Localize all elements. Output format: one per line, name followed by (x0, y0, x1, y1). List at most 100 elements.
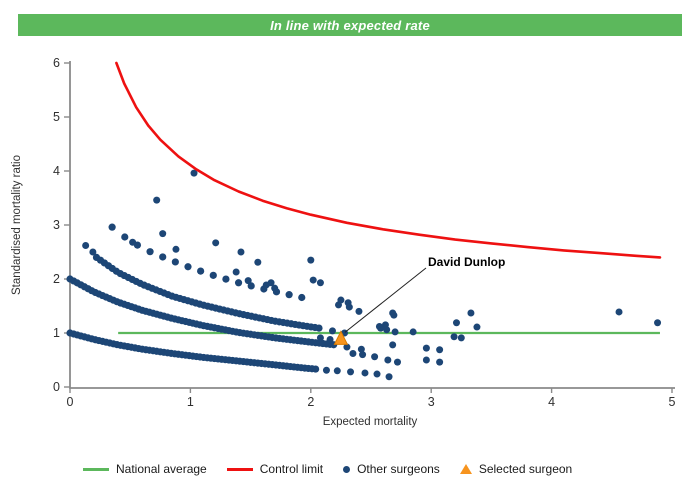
surgeon-dot (373, 370, 381, 378)
surgeon-dot (307, 256, 315, 264)
surgeon-dot (371, 353, 379, 361)
surgeon-dot (357, 345, 365, 353)
surgeon-dot-icon (343, 465, 351, 473)
surgeon-dot (222, 275, 230, 283)
surgeon-dot (422, 344, 430, 352)
y-tick-label: 5 (53, 110, 60, 124)
surgeon-dot (309, 276, 317, 284)
surgeon-dot (234, 279, 243, 287)
surgeon-dot (452, 319, 460, 327)
status-banner: In line with expected rate (18, 14, 682, 36)
surgeon-dot (232, 268, 240, 276)
surgeon-dot (267, 279, 275, 287)
surgeon-dot (422, 356, 430, 364)
surgeon-dot (436, 358, 444, 366)
x-tick-label: 5 (669, 395, 676, 409)
surgeon-dot (129, 238, 137, 246)
national-average-line-icon (83, 467, 109, 471)
selected-surgeon-annotation: David Dunlop (428, 255, 506, 269)
surgeon-dot (108, 223, 116, 231)
selected-surgeon-marker (333, 330, 349, 345)
legend-label: National average (116, 462, 207, 476)
surgeon-dot (190, 169, 198, 177)
x-tick-label: 4 (548, 395, 555, 409)
surgeon-dot (271, 284, 279, 292)
surgeon-dot (457, 334, 465, 342)
surgeon-dot (326, 335, 334, 343)
surgeon-dot (349, 350, 357, 358)
control-limit-line-icon (226, 467, 253, 471)
surgeon-dot (171, 258, 179, 266)
surgeon-dot (343, 343, 351, 351)
surgeon-dot (333, 367, 341, 375)
y-tick-label: 2 (53, 272, 60, 286)
y-tick-label: 6 (53, 56, 60, 70)
surgeon-dot (393, 358, 401, 366)
surgeon-dot (328, 327, 336, 335)
surgeon-dot (384, 356, 392, 364)
surgeon-dot (473, 323, 481, 331)
surgeon-dot (389, 341, 397, 349)
surgeon-dot (409, 328, 417, 336)
surgeon-dot (383, 326, 391, 334)
surgeon-dot (82, 242, 90, 250)
surgeon-dot (316, 334, 324, 342)
legend-item-other-surgeons: Other surgeons (343, 462, 440, 476)
legend-label: Control limit (259, 462, 324, 476)
surgeon-dot (237, 248, 245, 256)
annotation-leader-line (344, 267, 427, 333)
surgeon-dot (312, 365, 320, 373)
surgeon-dot (322, 366, 330, 374)
x-tick-label: 2 (307, 395, 314, 409)
x-tick-label: 1 (187, 395, 194, 409)
surgeon-dot (467, 309, 475, 317)
legend-item-national-average: National average (83, 462, 207, 476)
control-limit-curve (115, 61, 662, 259)
x-tick-label: 0 (67, 395, 74, 409)
surgeon-dot (361, 369, 369, 377)
surgeon-dot (316, 279, 324, 287)
surgeon-dot (184, 263, 192, 271)
surgeon-dot (285, 291, 293, 299)
y-tick-label: 1 (53, 326, 60, 340)
legend-item-control-limit: Control limit (226, 462, 324, 476)
surgeon-dot (391, 328, 399, 336)
surgeon-dot (244, 277, 252, 285)
surgeon-dot (390, 311, 398, 319)
surgeon-dot (298, 293, 306, 302)
surgeon-dot (359, 351, 367, 359)
surgeon-dot (254, 258, 262, 266)
surgeon-dot (615, 308, 623, 316)
legend-label: Selected surgeon (478, 462, 573, 476)
surgeon-dot (436, 346, 444, 354)
surgeon-dot (197, 267, 205, 275)
surgeon-dot (172, 245, 180, 253)
y-tick-label: 0 (53, 380, 60, 394)
surgeon-dot (153, 196, 161, 204)
surgeon-dot (89, 248, 97, 256)
surgeon-dot (159, 230, 167, 238)
y-axis-title: Standardised mortality ratio (11, 155, 23, 295)
selected-surgeon-triangle-icon (459, 464, 472, 474)
surgeon-dot (450, 333, 458, 341)
legend: National average Control limit Other sur… (83, 462, 572, 476)
surgeon-dot (315, 324, 323, 332)
x-tick-label: 3 (428, 395, 435, 409)
surgeon-dot (654, 319, 662, 327)
surgeon-dot (247, 282, 255, 290)
surgeon-dot (146, 248, 154, 256)
surgeon-dot (121, 233, 129, 241)
surgeon-dot (377, 324, 385, 332)
surgeon-dot (355, 307, 363, 315)
x-axis-title: Expected mortality (322, 416, 418, 428)
surgeon-dot (159, 253, 167, 261)
surgeon-dot (209, 271, 217, 279)
y-tick-label: 3 (53, 218, 60, 232)
surgeon-dot (385, 373, 393, 381)
legend-item-selected-surgeon: Selected surgeon (459, 462, 573, 476)
surgeon-dot (345, 303, 353, 311)
surgeon-dot (347, 368, 355, 376)
surgeon-dot (337, 296, 345, 304)
